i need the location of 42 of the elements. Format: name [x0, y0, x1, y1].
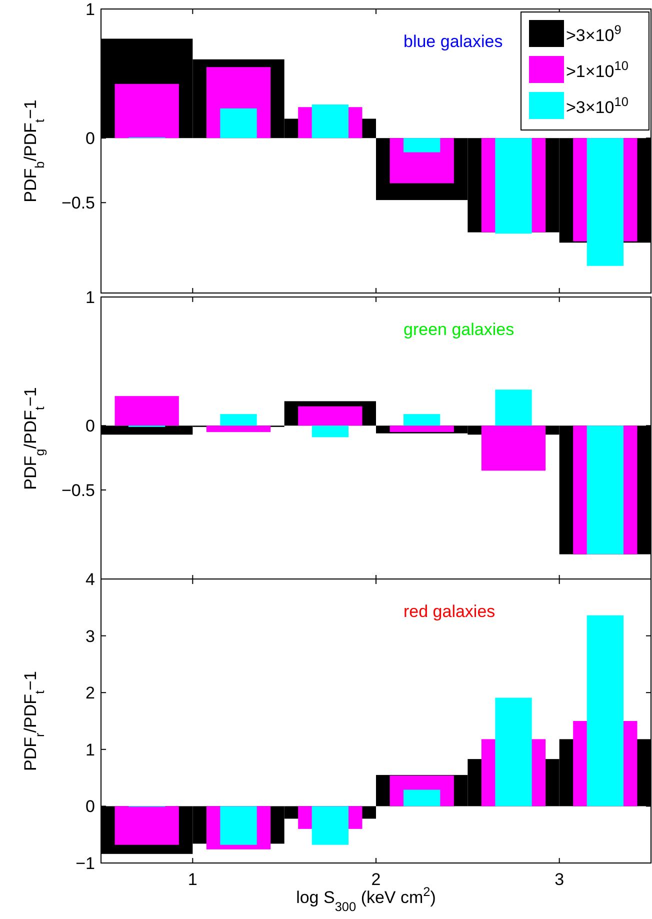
- y-tick-label: 1: [86, 288, 95, 307]
- text: blue galaxies: [404, 32, 503, 51]
- bar: [220, 806, 257, 845]
- bar: [114, 396, 179, 426]
- y-tick-label: 3: [86, 626, 95, 646]
- bar: [495, 390, 532, 426]
- bar: [312, 104, 348, 138]
- bar: [495, 138, 532, 234]
- bar: [586, 138, 624, 266]
- bar: [586, 615, 624, 806]
- bar: [220, 414, 257, 426]
- text: green galaxies: [404, 320, 514, 339]
- y-tick-label: −1: [76, 854, 95, 873]
- y-tick-label: −0.5: [61, 480, 95, 500]
- y-tick-label: 4: [86, 570, 95, 589]
- y-tick-label: −0.5: [61, 194, 95, 213]
- legend-label: >3×10$^{10}$: [566, 94, 628, 117]
- text: red galaxies: [404, 602, 496, 621]
- y-tick-label: 1: [86, 0, 95, 19]
- y-tick-label: 0: [86, 416, 95, 436]
- bar: [312, 806, 348, 845]
- bar: [481, 426, 546, 471]
- legend-label: >3×10$^{9}$: [566, 22, 622, 45]
- bar: [404, 414, 440, 426]
- bar: [495, 698, 532, 806]
- legend-label: >1×10$^{10}$: [566, 58, 628, 81]
- bar: [404, 790, 440, 806]
- y-tick-label: 0: [86, 797, 95, 816]
- bar: [114, 806, 179, 845]
- y-tick-label: 0: [86, 129, 95, 148]
- y-tick-label: 2: [86, 684, 95, 703]
- bar: [390, 426, 454, 432]
- x-tick-label: 3: [554, 870, 564, 889]
- x-tick-label: 1: [188, 870, 198, 889]
- bar: [206, 426, 271, 432]
- bar: [220, 108, 257, 138]
- bar: [586, 426, 624, 554]
- bar: [404, 138, 440, 152]
- bar: [312, 426, 348, 438]
- bar: [114, 84, 179, 138]
- bar: [298, 406, 362, 426]
- y-tick-label: 1: [86, 740, 95, 760]
